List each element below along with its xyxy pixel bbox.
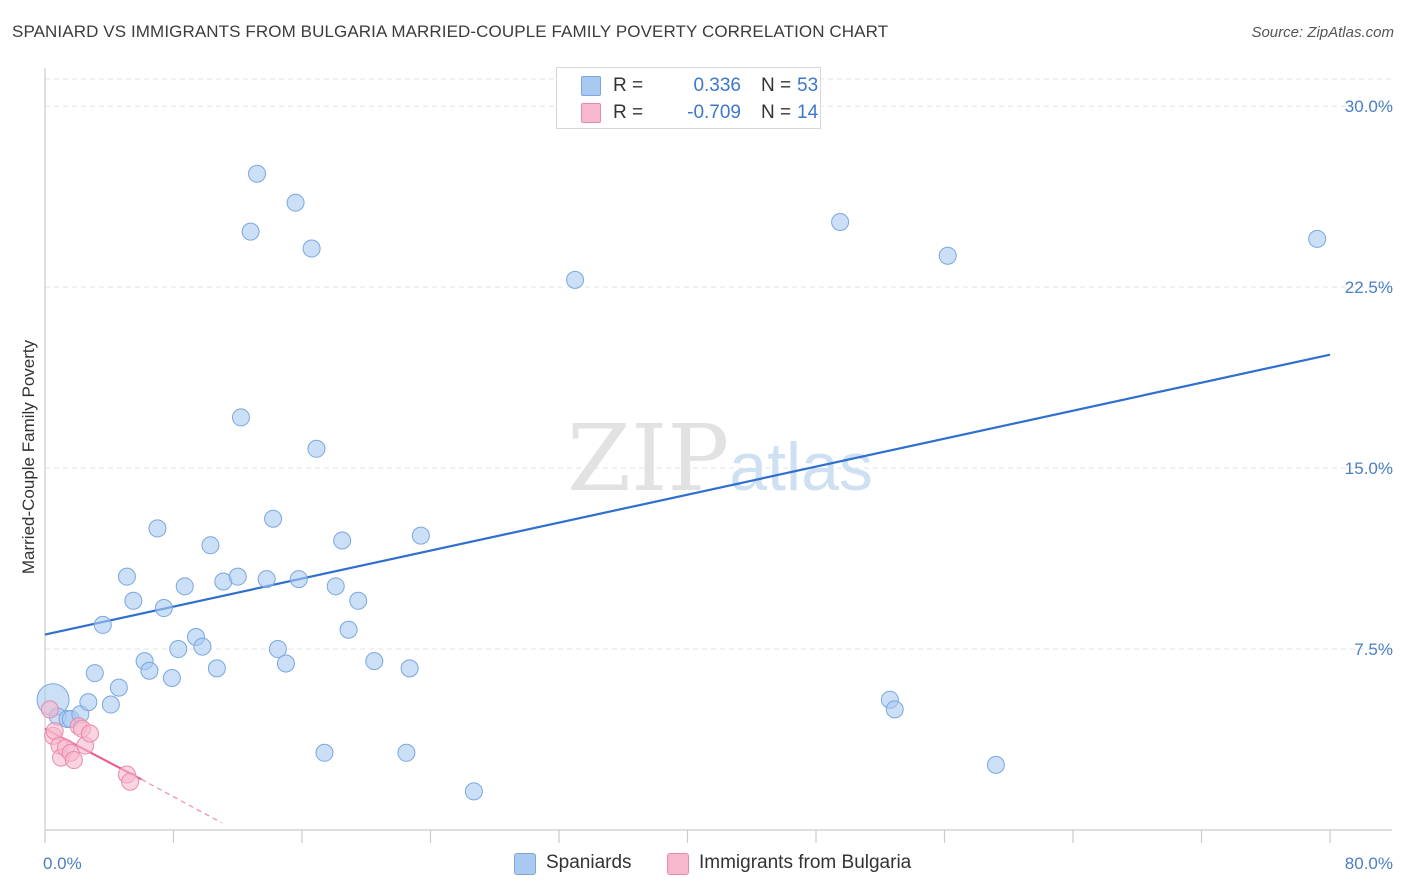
- gridlines: [45, 78, 1392, 650]
- spaniards-point: [175, 577, 194, 596]
- spaniards-point: [1308, 229, 1327, 248]
- spaniards-point: [885, 700, 904, 719]
- correlation-stats-box: R = 0.336 N = 53 R = -0.709 N = 14: [556, 67, 821, 129]
- watermark-zip: ZIP: [567, 405, 729, 512]
- spaniards-point: [207, 659, 226, 678]
- spaniards-point: [101, 695, 120, 714]
- r-label: R =: [613, 75, 644, 96]
- spaniards-point: [169, 640, 188, 659]
- y-tick-label: 7.5%: [1354, 640, 1393, 659]
- data-points: [36, 164, 1327, 801]
- spaniards-point: [349, 591, 368, 610]
- spaniards-r-value: 0.336: [693, 75, 741, 96]
- spaniards-point: [286, 193, 305, 212]
- bulgaria-r-value: -0.709: [687, 102, 741, 123]
- r-label: R =: [613, 102, 644, 123]
- spaniards-point: [302, 239, 321, 258]
- spaniards-point: [117, 567, 136, 586]
- spaniards-point: [140, 661, 159, 680]
- spaniards-point: [831, 213, 850, 231]
- y-tick-label: 15.0%: [1345, 459, 1393, 478]
- spaniards-swatch: [581, 76, 601, 96]
- source-label: Source: ZipAtlas.com: [1251, 24, 1394, 41]
- trend-line-extension-bulgaria: [141, 778, 222, 824]
- spaniards-point: [268, 640, 287, 659]
- spaniards-point: [154, 599, 173, 618]
- spaniards-point: [109, 678, 128, 697]
- spaniards-point: [464, 782, 483, 801]
- spaniards-point: [201, 536, 220, 555]
- spaniards-point: [566, 270, 585, 289]
- spaniards-point: [241, 222, 260, 241]
- spaniards-point: [193, 637, 212, 656]
- bulgaria-point: [64, 751, 83, 770]
- spaniards-point: [397, 743, 416, 762]
- spaniards-point: [307, 439, 326, 458]
- y-tick-labels: 7.5% 15.0% 22.5% 30.0%: [1345, 97, 1393, 659]
- spaniards-point: [93, 615, 112, 634]
- bulgaria-point: [121, 772, 140, 791]
- spaniards-point: [986, 755, 1005, 774]
- spaniards-point: [289, 570, 308, 589]
- spaniards-point: [124, 591, 143, 610]
- bulgaria-point: [80, 724, 99, 743]
- spaniards-point: [333, 531, 352, 550]
- spaniards-point: [79, 693, 98, 712]
- spaniards-n-value: 53: [797, 75, 819, 96]
- legend-swatch-spaniards: [514, 853, 536, 875]
- x-tick-label-min: 0.0%: [43, 854, 82, 873]
- spaniards-point: [411, 526, 430, 545]
- trend-line-spaniards: [44, 353, 1331, 636]
- spaniards-point: [148, 519, 167, 538]
- spaniards-point: [85, 664, 104, 683]
- bulgaria-point: [40, 700, 59, 719]
- spaniards-point: [162, 669, 181, 687]
- spaniards-point: [231, 408, 250, 427]
- bulgaria-n-value: 14: [797, 102, 819, 123]
- watermark-atlas: atlas: [729, 429, 873, 505]
- spaniards-point: [248, 164, 267, 183]
- spaniards-point: [326, 577, 345, 596]
- legend-label-spaniards: Spaniards: [546, 852, 632, 873]
- spaniards-point: [315, 743, 334, 762]
- spaniards-point: [339, 620, 358, 639]
- y-tick-label: 30.0%: [1345, 97, 1393, 116]
- chart-title: SPANIARD VS IMMIGRANTS FROM BULGARIA MAR…: [12, 22, 889, 41]
- bulgaria-swatch: [581, 103, 601, 123]
- n-label: N =: [761, 102, 792, 123]
- legend-swatch-bulgaria: [667, 853, 689, 875]
- spaniards-point: [228, 567, 247, 586]
- watermark: ZIPatlas: [567, 405, 873, 512]
- spaniards-point: [365, 652, 384, 671]
- x-tick-labels: 0.0% 80.0%: [43, 854, 1393, 873]
- x-tick-label-max: 80.0%: [1345, 854, 1393, 873]
- n-label: N =: [761, 75, 792, 96]
- spaniards-point: [938, 246, 957, 265]
- y-tick-label: 22.5%: [1345, 278, 1393, 297]
- spaniards-point: [257, 570, 276, 589]
- legend-label-bulgaria: Immigrants from Bulgaria: [699, 852, 912, 873]
- spaniards-point: [276, 654, 295, 673]
- spaniards-point: [400, 659, 419, 678]
- spaniards-point: [264, 509, 283, 528]
